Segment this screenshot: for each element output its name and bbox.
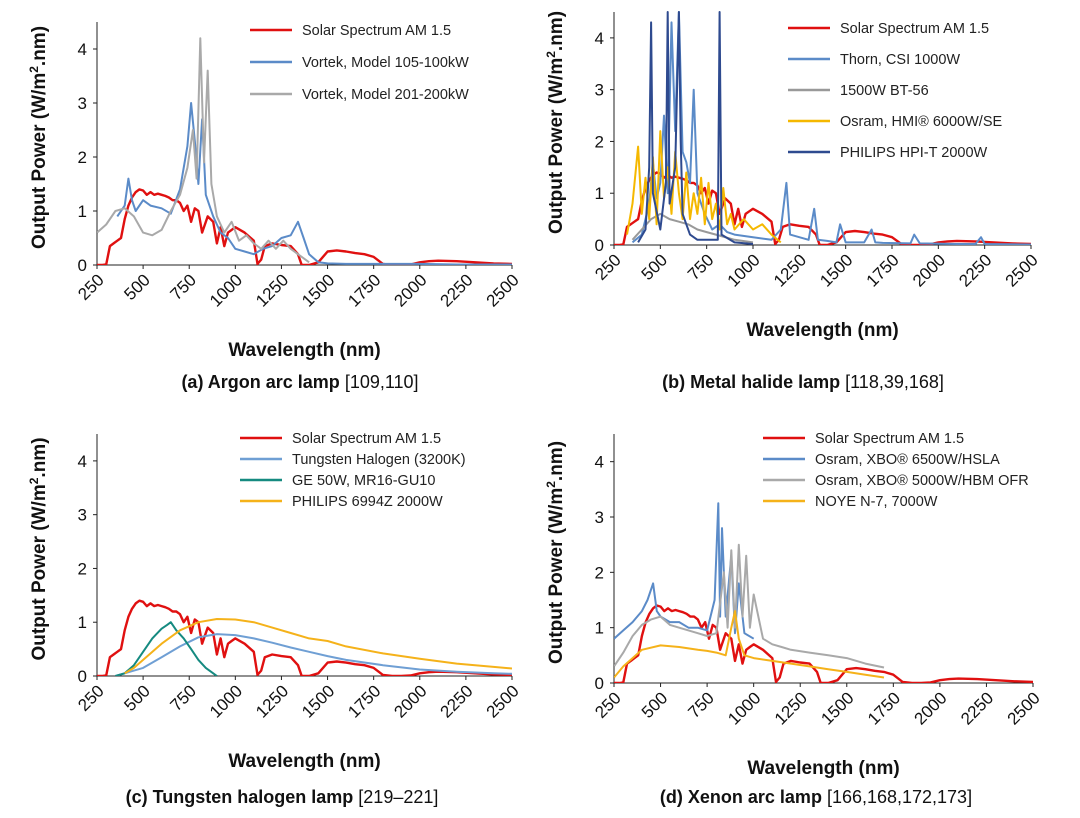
y-tick-label: 3	[595, 81, 604, 100]
y-axis-label-main: Output Power (W/m	[29, 73, 50, 249]
panel-caption: (a) Argon arc lamp [109,110]	[181, 372, 418, 392]
y-tick-label: 1	[78, 613, 87, 632]
legend-label: Vortek, Model 105-100kW	[302, 55, 469, 71]
series-line-2	[631, 212, 754, 244]
plot-area	[614, 11, 1031, 245]
legend: Solar Spectrum AM 1.5 Vortek, Model 105-1…	[250, 23, 469, 103]
legend-label: PHILIPS 6994Z 2000W	[292, 494, 443, 510]
legend-label: Vortek, Model 201-200kW	[302, 87, 469, 103]
y-tick-label: 4	[595, 29, 604, 48]
series-line-2	[614, 543, 885, 669]
caption-refs: [219–221]	[353, 787, 438, 807]
x-axis-label: Wavelength (nm)	[228, 340, 380, 361]
y-axis-label-superscript: 2	[544, 51, 558, 58]
panel-caption: (b) Metal halide lamp [118,39,168]	[662, 372, 944, 392]
legend-label: GE 50W, MR16-GU10	[292, 473, 435, 489]
panel-caption: (c) Tungsten halogen lamp [219–221]	[126, 787, 439, 807]
y-tick-label: 0	[78, 667, 87, 686]
plot-area	[97, 37, 512, 265]
series-line-0	[97, 188, 512, 265]
series-line-2	[97, 37, 310, 264]
x-axis-label: Wavelength (nm)	[747, 758, 899, 779]
legend-label: Tungsten Halogen (3200K)	[292, 452, 466, 468]
legend: Solar Spectrum AM 1.5 Osram, XBO® 6500W/H…	[763, 431, 1029, 510]
legend: Solar Spectrum AM 1.5 Tungsten Halogen (3…	[240, 431, 466, 510]
legend-label: Solar Spectrum AM 1.5	[292, 431, 441, 447]
caption-refs: [118,39,168]	[840, 372, 944, 392]
series-line-1	[115, 633, 512, 676]
caption-refs: [166,168,172,173]	[822, 787, 972, 807]
legend-label: Solar Spectrum AM 1.5	[302, 23, 451, 39]
y-axis-label-superscript: 2	[27, 66, 41, 73]
caption-label: (c) Tungsten halogen lamp	[126, 787, 354, 807]
y-axis-label-superscript: 2	[544, 481, 558, 488]
y-axis-label: Output Power (W/m2.nm)	[544, 441, 567, 664]
caption-label: (a) Argon arc lamp	[181, 372, 339, 392]
legend-label: Solar Spectrum AM 1.5	[840, 21, 989, 37]
legend-label: PHILIPS HPI-T 2000W	[840, 145, 988, 161]
series-line-1	[116, 102, 512, 265]
series-line-0	[97, 599, 512, 676]
legend-label: Osram, HMI® 6000W/SE	[840, 114, 1002, 130]
y-tick-label: 3	[78, 506, 87, 525]
y-tick-label: 2	[78, 148, 87, 167]
y-tick-label: 1	[595, 184, 604, 203]
plot-area	[614, 502, 1033, 683]
series-line-3	[124, 618, 512, 675]
y-axis-label: Output Power (W/m2.nm)	[27, 437, 50, 660]
caption-refs: [109,110]	[340, 372, 419, 392]
caption-label: (d) Xenon arc lamp	[660, 787, 822, 807]
y-axis-label-tail: .nm)	[29, 26, 50, 66]
panel-caption: (d) Xenon arc lamp [166,168,172,173]	[660, 787, 972, 807]
y-tick-label: 3	[595, 508, 604, 527]
y-axis-label: Output Power (W/m2.nm)	[27, 26, 50, 249]
series-line-3	[626, 130, 782, 244]
y-axis-label-tail: .nm)	[546, 11, 567, 51]
legend: Solar Spectrum AM 1.5 Thorn, CSI 1000W 150…	[788, 21, 1002, 161]
series-line-4	[637, 11, 754, 245]
y-tick-label: 0	[78, 256, 87, 275]
legend-label: NOYE N-7, 7000W	[815, 494, 938, 510]
y-axis-label: Output Power (W/m2.nm)	[544, 11, 567, 234]
y-axis-label-tail: .nm)	[29, 437, 50, 477]
plot-area	[97, 599, 512, 676]
series-line-0	[614, 171, 1031, 245]
y-tick-label: 3	[78, 94, 87, 113]
legend-label: Thorn, CSI 1000W	[840, 52, 960, 68]
legend-label: 1500W BT-56	[840, 83, 929, 99]
y-axis-label-main: Output Power (W/m	[546, 58, 567, 234]
legend-label: Osram, XBO® 5000W/HBM OFR	[815, 473, 1029, 489]
y-tick-label: 1	[78, 202, 87, 221]
y-tick-label: 2	[595, 563, 604, 582]
legend-label: Osram, XBO® 6500W/HSLA	[815, 452, 1000, 468]
legend-label: Solar Spectrum AM 1.5	[815, 431, 964, 447]
caption-label: (b) Metal halide lamp	[662, 372, 840, 392]
y-axis-label-tail: .nm)	[546, 441, 567, 481]
y-tick-label: 1	[595, 619, 604, 638]
y-axis-label-main: Output Power (W/m	[546, 488, 567, 664]
y-tick-label: 4	[78, 452, 87, 471]
y-tick-label: 4	[595, 453, 604, 472]
series-line-3	[614, 610, 885, 679]
y-tick-label: 0	[595, 236, 604, 255]
y-tick-label: 2	[595, 132, 604, 151]
x-axis-label: Wavelength (nm)	[746, 320, 898, 341]
x-axis-label: Wavelength (nm)	[228, 751, 380, 772]
y-tick-label: 0	[595, 674, 604, 693]
series-line-2	[115, 621, 218, 676]
y-tick-label: 4	[78, 40, 87, 59]
y-tick-label: 2	[78, 559, 87, 578]
y-axis-label-main: Output Power (W/m	[29, 484, 50, 660]
y-axis-label-superscript: 2	[27, 477, 41, 484]
